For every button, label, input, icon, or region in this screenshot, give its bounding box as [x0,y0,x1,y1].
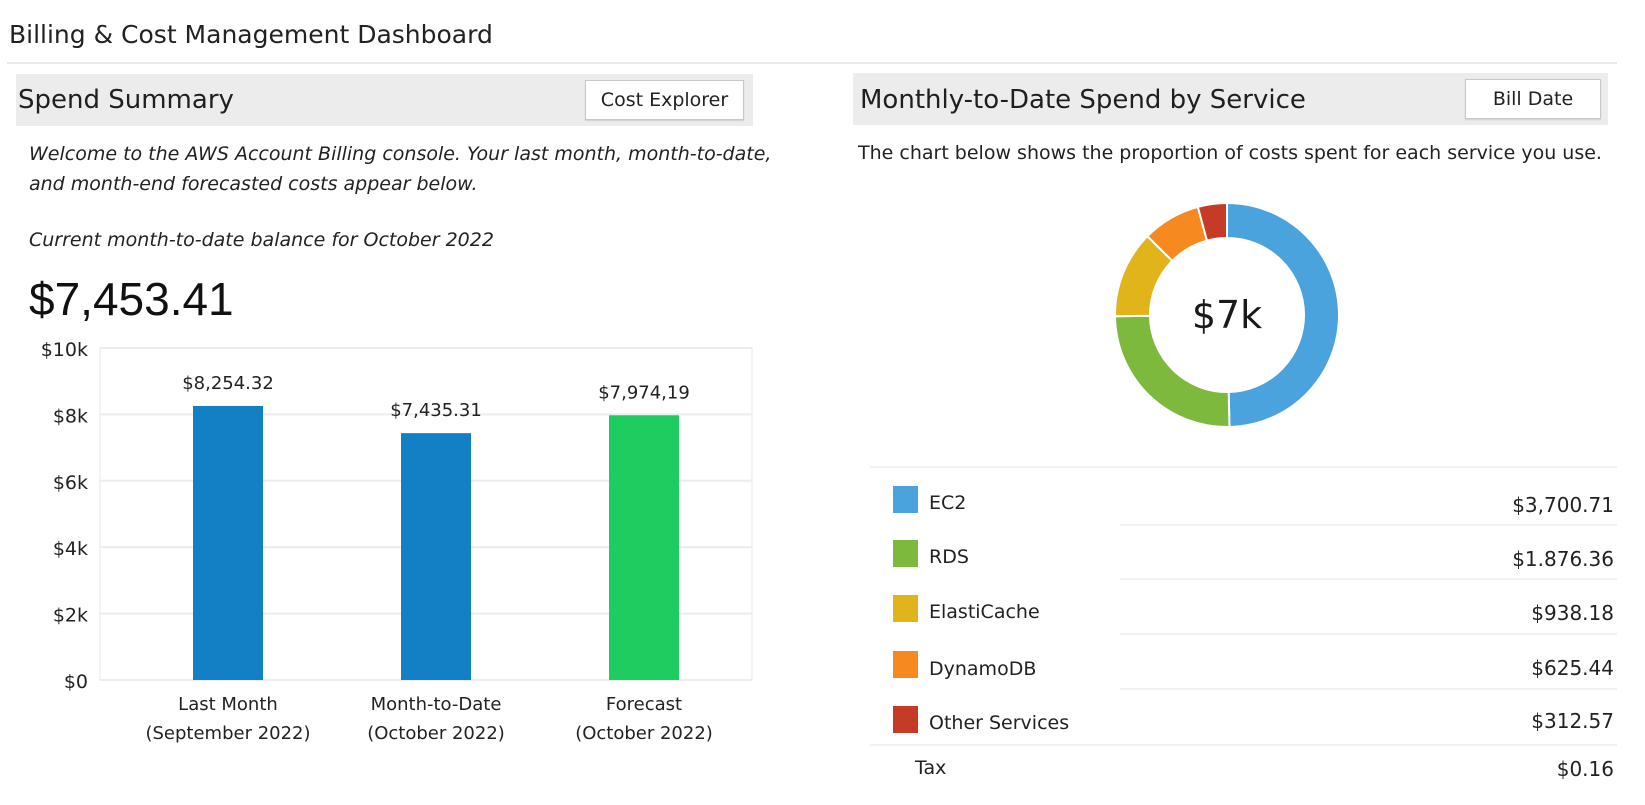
y-tick-label: $6k [53,472,88,494]
chart-y-axis: $0 $2k $4k $6k $8k $10k [41,339,88,693]
y-tick-label: $2k [53,605,88,627]
x-tick-label: Forecast [606,694,682,715]
legend-value-ec2: $3,700.71 [1512,493,1614,517]
service-donut-chart: $7k [1113,201,1340,428]
chart-x-axis: Last Month (September 2022) Month-to-Date (… [145,694,712,744]
bar[interactable] [609,415,679,680]
x-tick-label: Last Month [178,694,278,715]
legend-divider [1120,688,1617,690]
legend-divider [1120,578,1617,580]
legend-value-elasticache: $938.18 [1531,601,1614,625]
spend-summary-header: Spend Summary Cost Explorer [16,74,753,126]
bar[interactable] [401,433,471,680]
legend-value-rds: $1.876.36 [1512,547,1614,571]
legend-divider [1120,633,1617,635]
bar-value-label: $8,254.32 [182,373,274,394]
chart-bars [193,405,679,680]
bar[interactable] [193,405,263,680]
donut-center-label: $7k [1192,293,1262,337]
legend-value-dynamodb: $625.44 [1531,656,1614,680]
bar-value-label: $7,974,19 [598,382,690,403]
legend-label-tax: Tax [915,757,947,779]
y-tick-label: $8k [53,405,88,427]
x-tick-label: (October 2022) [575,723,713,744]
donut-slice[interactable] [1196,201,1228,242]
donut-slice[interactable] [1226,201,1340,428]
balance-label: Current month-to-date balance for Octobe… [29,229,494,251]
y-tick-label: $10k [41,339,88,361]
legend-value-tax: $0.16 [1556,757,1614,781]
x-tick-label: Month-to-Date [371,694,502,715]
x-tick-label: (October 2022) [367,723,505,744]
spend-bar-chart: $0 $2k $4k $6k $8k $10k $8,254.32 $7,435.31 $7,… [41,339,753,744]
legend-divider [870,466,1617,468]
legend-divider [1120,524,1617,526]
legend-divider [870,744,1617,746]
y-tick-label: $0 [64,671,88,693]
legend-label-other-services: Other Services [929,712,1070,734]
service-spend-description: The chart below shows the proportion of … [858,142,1602,164]
ec2-swatch [893,486,918,513]
legend-label-ec2: EC2 [929,492,967,514]
cost-explorer-button[interactable]: Cost Explorer [585,80,744,120]
legend-label-rds: RDS [929,546,969,568]
title-divider [7,62,1617,64]
page-title: Billing & Cost Management Dashboard [9,20,493,49]
balance-value: $7,453.41 [29,273,234,325]
dynamodb-swatch [893,651,918,678]
donut-slices [1113,201,1340,428]
other-services-swatch [893,706,918,733]
service-spend-header: Monthly-to-Date Spend by Service Bill Da… [853,73,1608,125]
bill-date-button[interactable]: Bill Date [1465,79,1601,119]
service-spend-title: Monthly-to-Date Spend by Service [860,85,1306,115]
chart-value-labels: $8,254.32 $7,435.31 $7,974,19 [182,373,690,421]
legend-label-elasticache: ElastiCache [929,601,1040,623]
legend-label-dynamodb: DynamoDB [929,658,1037,680]
bar-value-label: $7,435.31 [390,400,482,421]
y-tick-label: $4k [53,538,88,560]
elasticache-swatch [893,595,918,622]
x-tick-label: (September 2022) [145,723,310,744]
spend-summary-intro: Welcome to the AWS Account Billing conso… [29,143,772,195]
legend-value-other-services: $312.57 [1531,709,1614,733]
rds-swatch [893,540,918,567]
spend-summary-title: Spend Summary [18,85,234,115]
